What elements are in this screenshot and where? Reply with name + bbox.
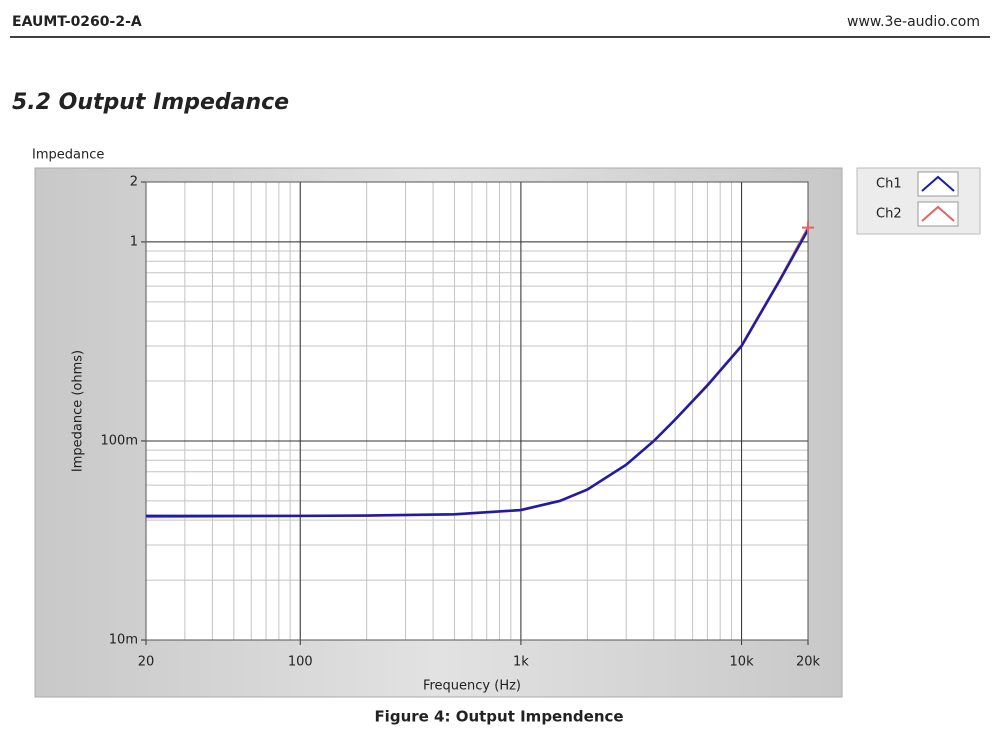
chart-title: Impedance bbox=[32, 148, 104, 163]
legend-swatch bbox=[921, 175, 955, 192]
legend-swatch-box bbox=[917, 171, 959, 197]
legend-swatch-box bbox=[917, 201, 959, 227]
x-tick-label: 20 bbox=[138, 655, 155, 670]
plot-area bbox=[146, 182, 808, 640]
y-tick-label: 10m bbox=[109, 633, 138, 648]
plot-frame bbox=[145, 181, 809, 641]
caption: Figure 4: Output Impendence bbox=[374, 708, 623, 726]
legend-label: Ch1 bbox=[876, 177, 902, 192]
cursor-marker bbox=[802, 221, 814, 234]
y-tick-label: 1 bbox=[130, 234, 138, 249]
y-tick-label: 2 bbox=[130, 175, 138, 190]
legend-label: Ch2 bbox=[876, 207, 902, 222]
section-title: 5.2 Output Impedance bbox=[12, 90, 289, 115]
x-tick-label: 10k bbox=[730, 655, 755, 670]
legend-swatch bbox=[921, 205, 955, 222]
x-tick-label: 100 bbox=[288, 655, 313, 670]
y-axis-label: Impedance (ohms) bbox=[71, 350, 86, 472]
y-tick-label: 100m bbox=[101, 433, 138, 448]
x-tick-label: 1k bbox=[513, 655, 529, 670]
line-series bbox=[146, 229, 810, 518]
doc-id: EAUMT-0260-2-A bbox=[12, 14, 142, 30]
website: www.3e-audio.com bbox=[847, 14, 980, 30]
x-tick-label: 20k bbox=[796, 655, 821, 670]
x-axis-label: Frequency (Hz) bbox=[423, 679, 521, 694]
